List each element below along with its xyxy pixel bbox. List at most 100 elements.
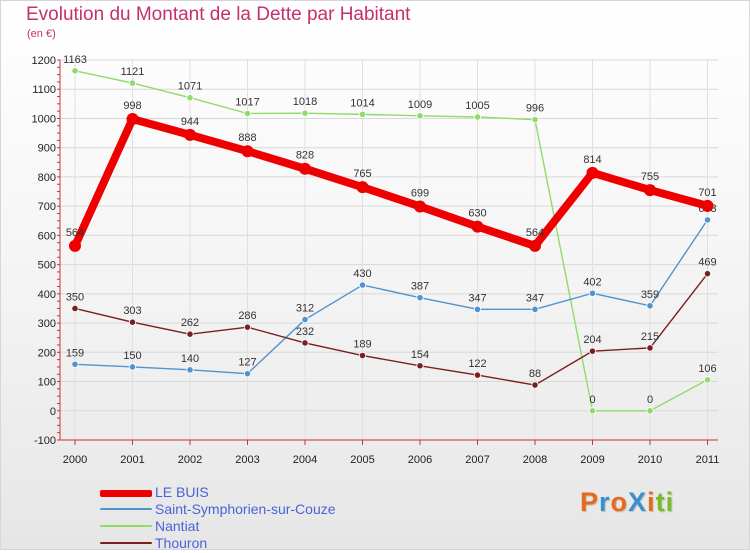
data-point [128,318,137,326]
x-tick-label: 2011 [696,454,720,466]
data-label: 106 [698,363,716,375]
data-point [703,216,712,224]
data-label: 996 [526,103,544,115]
data-label: 88 [529,368,541,380]
data-label: 564 [66,227,84,239]
data-point [416,294,424,302]
series-line [74,219,709,375]
data-point [473,113,482,121]
data-label: 215 [641,331,659,343]
data-point [241,145,254,158]
data-label: 154 [411,349,429,361]
data-label: 1009 [408,99,432,111]
data-point [184,128,196,141]
data-point [416,112,424,120]
y-tick-label: 0 [50,406,56,418]
y-tick-label: 600 [38,230,56,242]
data-label: 127 [238,357,256,369]
data-label: 0 [647,394,653,406]
data-point [243,370,252,378]
data-point [358,110,367,118]
logo-letter: t [655,487,666,517]
data-point [358,351,367,360]
data-point [701,199,714,212]
data-label: 828 [296,150,314,162]
x-tick-label: 2010 [638,454,662,466]
data-label: 347 [526,292,544,304]
x-tick-label: 2002 [178,454,202,466]
y-tick-label: 900 [38,143,56,155]
data-point [473,371,482,379]
data-point [71,304,79,313]
data-label: 998 [123,100,141,112]
y-tick-label: 400 [38,289,56,301]
data-point [588,289,597,297]
data-point [588,407,597,415]
legend-label: Nantiat [155,518,200,534]
data-label: 564 [526,227,544,239]
data-point [301,109,309,117]
data-label: 1014 [350,97,374,109]
data-point [586,166,599,179]
data-label: 204 [583,334,601,346]
data-point [71,360,79,368]
data-point [473,305,482,313]
x-tick-label: 2003 [235,454,259,466]
data-label: 350 [66,291,84,303]
data-point [301,315,309,324]
x-tick-label: 2004 [293,454,317,466]
data-point [646,344,654,352]
data-point [529,239,541,252]
data-point [358,281,367,289]
chart-title: Evolution du Montant de la Dette par Hab… [26,4,411,25]
logo-letter: P [580,487,600,517]
data-point [646,302,654,310]
chart-subtitle: (en €) [27,28,56,40]
data-label: 944 [181,116,199,128]
data-point [186,330,194,338]
data-label: 1005 [465,100,489,112]
data-label: 430 [353,268,371,280]
data-point [531,305,539,313]
data-label: 303 [123,305,141,317]
data-point [414,200,426,213]
data-point [588,347,597,355]
data-point [301,339,309,347]
data-label: 286 [238,310,256,322]
logo-letter: i [647,487,656,517]
data-label: 1121 [121,66,145,78]
x-tick-label: 2000 [63,454,87,466]
data-point [186,94,194,102]
data-point [69,239,81,252]
data-label: 755 [641,171,659,183]
data-label: 814 [583,154,601,166]
data-point [471,220,484,233]
y-tick-label: 300 [38,318,56,330]
data-point [299,162,311,175]
legend-swatch [100,525,152,527]
logo-letter: i [665,487,675,517]
data-label: 347 [468,292,486,304]
data-point [703,270,712,278]
data-label: 150 [123,350,141,362]
data-label: 140 [181,353,199,365]
data-label: 1163 [63,54,87,66]
data-point [128,363,137,371]
data-label: 312 [296,303,314,315]
data-label: 469 [698,257,716,269]
data-label: 0 [589,394,595,406]
data-label: 1017 [235,96,259,108]
y-tick-label: 700 [38,201,56,213]
data-point [243,323,252,331]
y-tick-label: -100 [34,435,56,447]
y-tick-label: 1000 [32,113,56,125]
legend-label: LE BUIS [155,484,209,500]
legend-swatch [100,490,152,497]
data-label: 630 [468,208,486,220]
x-tick-label: 2006 [408,454,432,466]
y-tick-label: 100 [38,377,56,389]
data-label: 1018 [293,96,317,108]
logo-letter: X [628,487,648,517]
y-tick-label: 800 [38,172,56,184]
